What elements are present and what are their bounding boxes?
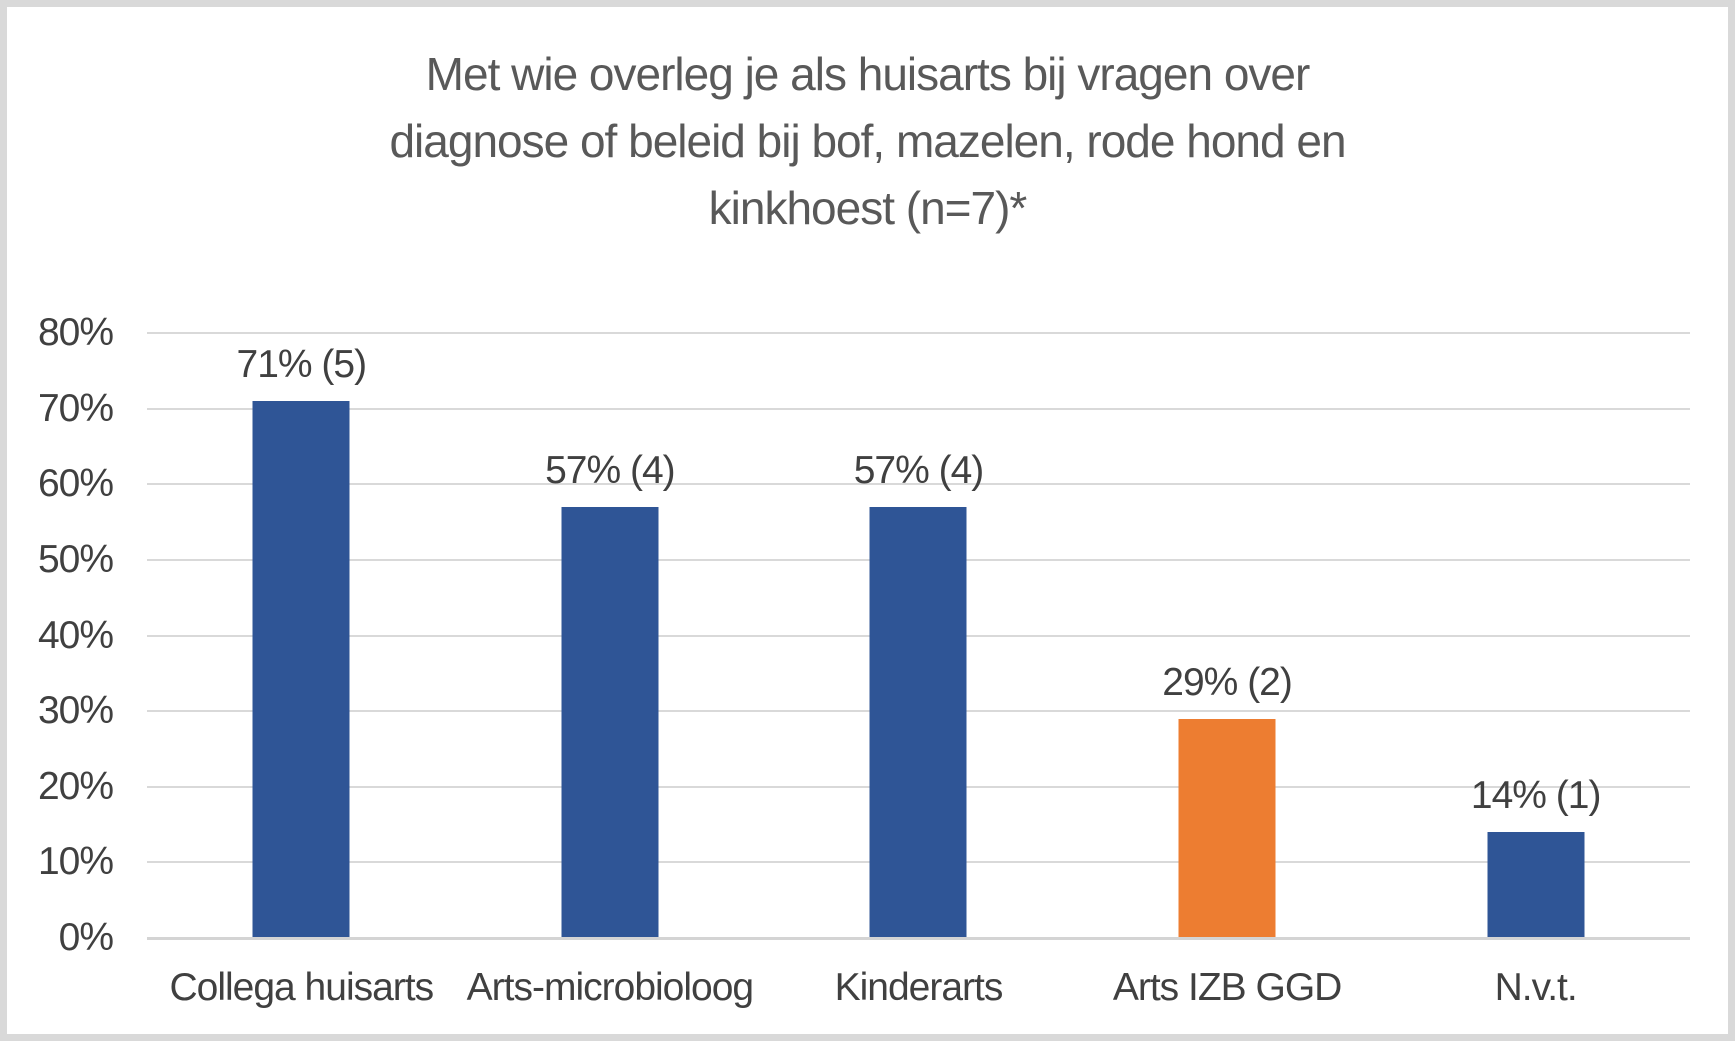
y-axis-tick-label: 40% xyxy=(37,613,114,657)
bar-arts-izb-ggd xyxy=(1178,718,1276,938)
chart-title-line: Met wie overleg je als huisarts bij vrag… xyxy=(425,48,1311,100)
bar-data-label: 71% (5) xyxy=(236,343,368,387)
gridline xyxy=(147,332,1690,334)
y-axis-tick-label: 60% xyxy=(37,462,114,506)
bar-kinderarts xyxy=(869,506,967,938)
bar-slot: 71% (5) xyxy=(147,333,456,938)
bar-slot: 57% (4) xyxy=(764,333,1073,938)
y-axis-tick-label: 70% xyxy=(37,386,114,430)
bar-data-label: 57% (4) xyxy=(545,448,676,492)
y-axis-tick-label: 30% xyxy=(37,689,114,733)
y-axis-tick-label: 20% xyxy=(37,764,114,808)
x-axis-labels: Collega huisarts Arts-microbioloog Kindera… xyxy=(147,965,1690,1015)
bar-arts-microbioloog xyxy=(561,506,659,938)
chart-title-line: kinkhoest (n=7)* xyxy=(708,182,1028,234)
chart-title-line: diagnose of beleid bij bof, mazelen, rod… xyxy=(389,115,1346,167)
category-label: N.v.t. xyxy=(1494,966,1578,1009)
bar-data-label: 29% (2) xyxy=(1162,660,1293,704)
x-axis-line xyxy=(147,937,1690,940)
bar-n-v-t xyxy=(1487,832,1585,938)
gridline xyxy=(147,483,1690,486)
chart-title: Met wie overleg je als huisarts bij vrag… xyxy=(118,41,1618,242)
bar-series: 71% (5) 57% (4) 57% (4) 29% (2) 14% (1) xyxy=(147,333,1690,938)
category-label: Collega huisarts xyxy=(169,966,434,1009)
y-axis-tick-label: 0% xyxy=(58,916,114,959)
bar-data-label: 14% (1) xyxy=(1470,774,1602,818)
bar-slot: 29% (2) xyxy=(1073,333,1382,938)
category-label: Kinderarts xyxy=(834,966,1004,1009)
gridline xyxy=(147,407,1690,410)
bar-data-label: 57% (4) xyxy=(853,448,985,492)
y-axis-tick-label: 80% xyxy=(37,311,114,354)
y-axis-tick-label: 50% xyxy=(37,537,114,581)
bar-slot: 14% (1) xyxy=(1381,333,1690,938)
bar-slot: 57% (4) xyxy=(456,333,765,938)
category-label: Arts-microbioloog xyxy=(466,966,754,1009)
category-label: Arts IZB GGD xyxy=(1112,966,1343,1009)
y-axis-tick-label: 10% xyxy=(37,840,114,884)
bar-collega-huisarts xyxy=(252,401,350,938)
plot-area: 71% (5) 57% (4) 57% (4) 29% (2) 14% (1) xyxy=(147,332,1690,940)
